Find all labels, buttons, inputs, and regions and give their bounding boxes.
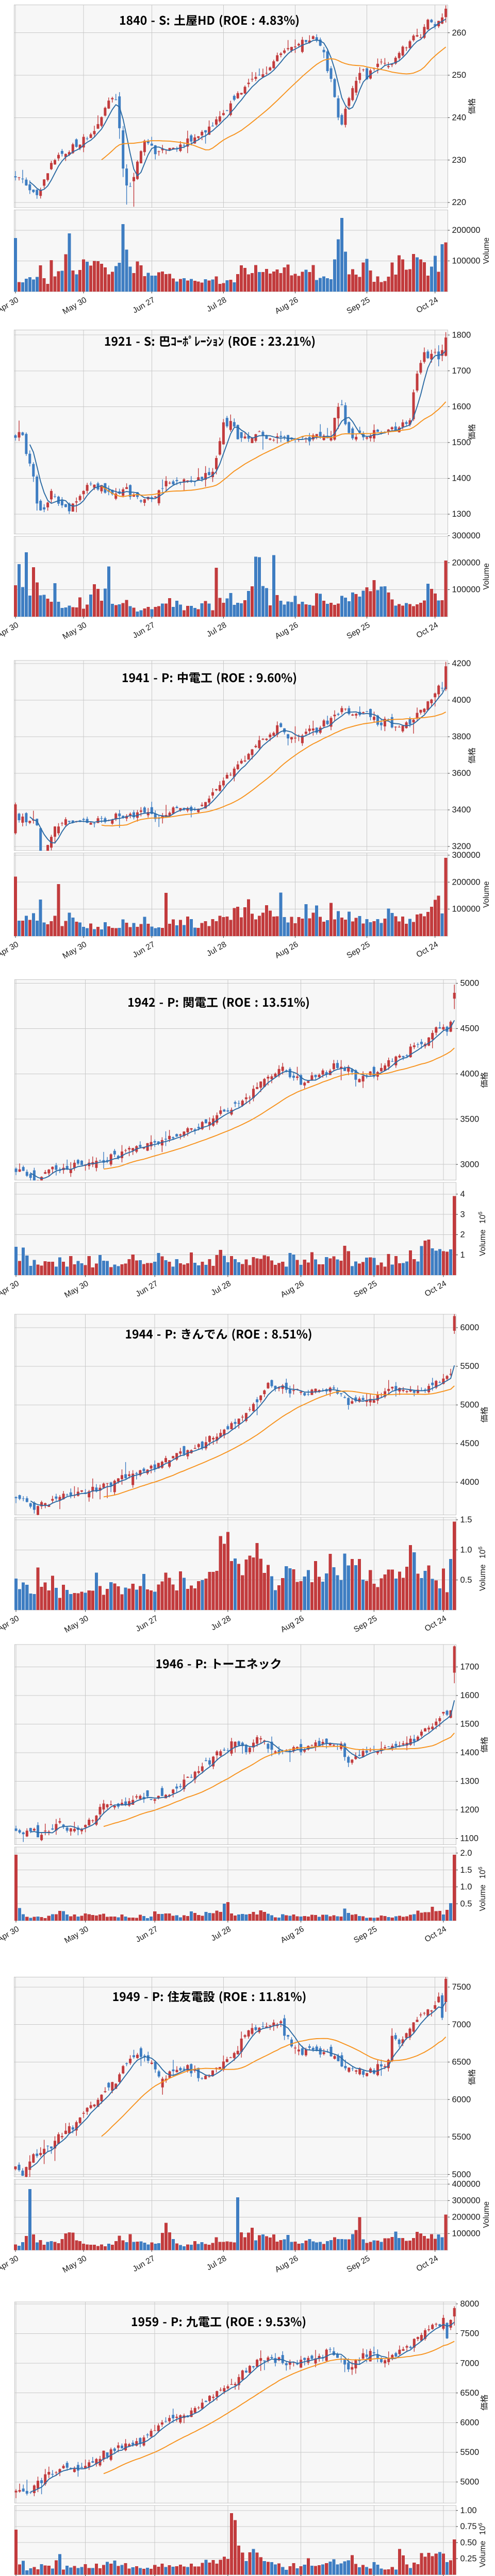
svg-text:6000: 6000 [452,2095,471,2104]
svg-text:100000: 100000 [452,585,481,595]
svg-text:8000: 8000 [460,2299,480,2309]
svg-text:1100: 1100 [460,1834,478,1843]
svg-text:240: 240 [452,113,467,123]
svg-text:5000: 5000 [452,2170,471,2179]
svg-text:2: 2 [460,1230,465,1240]
svg-text:Volume: Volume [482,238,491,264]
svg-text:3400: 3400 [452,805,471,815]
svg-text:300000: 300000 [452,531,481,540]
svg-text:1400: 1400 [452,474,471,483]
svg-text:1300: 1300 [452,510,471,519]
svg-text:Volume: Volume [478,2541,487,2568]
svg-text:300000: 300000 [452,851,481,860]
svg-text:Volume: Volume [482,2201,491,2228]
svg-text:Volume: Volume [478,1229,487,1256]
svg-text:7000: 7000 [460,2359,480,2368]
svg-text:5500: 5500 [460,1362,480,1371]
svg-text:Volume: Volume [478,1564,487,1591]
svg-text:Volume: Volume [482,881,491,908]
svg-text:7500: 7500 [460,2329,480,2338]
svg-text:5500: 5500 [460,2448,480,2457]
svg-text:1.0: 1.0 [460,1883,472,1892]
svg-text:200000: 200000 [452,877,481,887]
svg-text:1500: 1500 [460,1720,480,1729]
svg-text:6500: 6500 [452,2058,471,2067]
svg-text:1500: 1500 [452,438,471,447]
svg-text:200000: 200000 [452,226,481,235]
svg-text:1600: 1600 [460,1691,480,1700]
svg-text:1800: 1800 [452,330,471,340]
svg-text:1.00: 1.00 [460,2506,477,2515]
svg-text:220: 220 [452,198,467,207]
svg-text:Volume: Volume [482,563,491,590]
svg-text:4000: 4000 [460,1070,480,1079]
svg-text:4500: 4500 [460,1024,480,1033]
svg-text:5500: 5500 [452,2132,471,2142]
svg-text:4: 4 [460,1190,465,1199]
svg-text:1700: 1700 [460,1663,480,1672]
svg-text:3800: 3800 [452,732,471,741]
svg-text:4500: 4500 [460,1439,480,1448]
svg-text:100000: 100000 [452,905,481,914]
svg-text:300000: 300000 [452,2196,481,2206]
svg-text:6000: 6000 [460,1323,480,1332]
svg-text:3500: 3500 [460,1114,480,1124]
svg-text:0.5: 0.5 [460,1575,472,1585]
svg-text:5000: 5000 [460,979,480,988]
svg-text:1.5: 1.5 [460,1866,472,1875]
svg-text:200000: 200000 [452,2213,481,2222]
svg-text:4000: 4000 [460,1478,480,1487]
svg-text:4200: 4200 [452,659,471,668]
svg-text:1300: 1300 [460,1777,480,1786]
svg-text:3: 3 [460,1210,465,1219]
svg-text:100000: 100000 [452,257,481,266]
svg-text:3000: 3000 [460,1160,480,1169]
svg-text:1.5: 1.5 [460,1515,472,1524]
svg-text:5000: 5000 [460,1400,480,1410]
svg-text:Volume: Volume [478,1885,487,1911]
svg-text:6000: 6000 [460,2418,480,2428]
svg-text:200000: 200000 [452,558,481,567]
svg-text:7000: 7000 [452,2020,471,2029]
svg-text:0.50: 0.50 [460,2538,477,2547]
svg-text:4000: 4000 [452,696,471,705]
svg-text:3600: 3600 [452,769,471,778]
svg-text:0.5: 0.5 [460,1899,472,1908]
svg-text:1600: 1600 [452,402,471,412]
svg-text:6500: 6500 [460,2388,480,2398]
svg-text:260: 260 [452,28,467,38]
svg-text:1.0: 1.0 [460,1546,472,1555]
svg-text:250: 250 [452,71,467,80]
svg-text:2.0: 2.0 [460,1849,472,1858]
svg-text:5000: 5000 [460,2478,480,2487]
svg-text:1200: 1200 [460,1805,480,1815]
svg-text:100000: 100000 [452,2229,481,2239]
svg-text:3200: 3200 [452,842,471,851]
svg-text:1: 1 [460,1250,465,1260]
svg-text:1700: 1700 [452,366,471,376]
svg-text:0.75: 0.75 [460,2522,477,2531]
svg-text:400000: 400000 [452,2180,481,2189]
svg-text:7500: 7500 [452,1982,471,1992]
svg-text:230: 230 [452,156,467,165]
svg-text:0.25: 0.25 [460,2554,477,2564]
svg-text:1400: 1400 [460,1748,480,1757]
